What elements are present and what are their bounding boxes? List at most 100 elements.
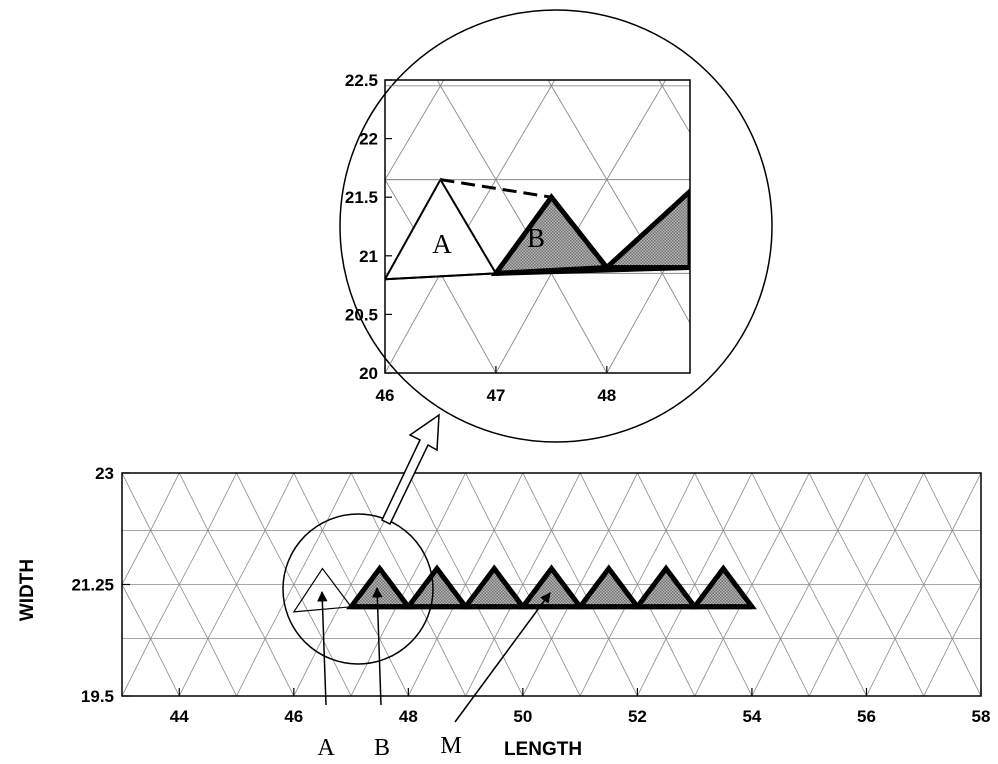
mesh-diagonal [722,530,753,585]
mesh-diagonal [837,584,867,639]
x-tick-label: 52 [628,707,647,726]
mesh-diagonal [637,584,667,639]
mesh-diagonal [866,530,896,585]
x-tick-label: 50 [513,707,532,726]
inset-crack-base [495,265,690,276]
mesh-diagonal [293,638,323,696]
mesh-diagonal [274,86,329,180]
mesh-diagonal [65,473,94,530]
x-tick-label: 48 [597,386,616,405]
main-x-ticks: 44 46 48 50 52 54 56 58 [170,688,990,726]
mesh-diagonal [379,638,409,696]
mesh-diagonal [923,584,953,639]
mesh-diagonal [150,473,180,531]
mesh-diagonal [718,0,773,86]
mesh-diagonal [722,584,753,639]
mesh-diagonal [980,584,981,586]
x-tick-label: 56 [857,707,876,726]
mesh-diagonal [952,638,981,696]
mesh-diagonal [884,180,939,274]
mesh-diagonal [751,584,781,639]
mesh-diagonal [980,695,981,696]
mesh-diagonal [163,86,218,180]
mesh-diagonal [866,584,896,639]
mesh-diagonal [923,638,953,696]
mesh-diagonal [773,86,828,180]
mesh-diagonal [551,473,581,531]
mesh-diagonal [980,473,981,474]
mesh-diagonal [150,530,180,585]
mesh-diagonal [178,530,209,585]
main-y-ticks: 19.5 21.25 23 [71,464,130,706]
y-tick-label: 20 [359,364,378,383]
x-tick-label: 44 [170,707,189,726]
mesh-diagonal [550,85,608,180]
mesh-diagonal [894,638,925,696]
mesh-diagonal [350,638,381,696]
mesh-diagonal [694,638,724,696]
mesh-diagonal [436,473,466,531]
mesh-diagonal [293,530,323,585]
mesh-diagonal [808,584,839,639]
mesh-diagonal [551,530,581,585]
mesh-diagonal [866,638,896,696]
mesh-diagonal [274,373,329,467]
mesh-diagonal [780,473,810,531]
mesh-diagonal [493,530,524,585]
mesh-diagonal [884,86,939,180]
mesh-diagonal [236,530,266,585]
y-tick-label: 22.5 [345,71,378,90]
mesh-diagonal [751,638,781,696]
mesh-diagonal [440,273,497,373]
mesh-diagonal [884,373,939,467]
crack-triangle [517,564,586,610]
x-axis-label: LENGTH [504,739,582,760]
mesh-diagonal [722,638,753,696]
mesh-diagonal [407,584,438,639]
mesh-diagonal [579,584,610,639]
crack-triangle [460,564,528,610]
mesh-diagonal [606,85,663,180]
mesh-diagonal [465,473,495,531]
mesh-diagonal [219,86,274,180]
mesh-diagonal [493,638,524,696]
mesh-diagonal [579,473,610,531]
y-tick-label: 23 [95,464,114,483]
mesh-diagonal [274,273,329,373]
mesh-diagonal [219,0,274,86]
x-tick-label: 48 [399,707,418,726]
mesh-diagonal [694,584,724,639]
mesh-diagonal [718,373,773,467]
mesh-diagonal [940,180,995,274]
dashed-edge [440,178,552,199]
mesh-diagonal [608,584,638,639]
mesh-diagonal [236,473,266,531]
arrow-b [372,586,383,706]
mesh-diagonal [637,473,667,531]
crack-triangle [689,564,757,610]
mesh-diagonal [665,584,696,639]
crack-triangle [632,564,700,610]
mesh-diagonal [829,0,884,86]
inset-plot: 46 47 48 20 20.5 21 21.5 22 22.5 A B [163,0,995,467]
mesh-diagonal [122,584,151,639]
mesh-diagonal [837,638,867,696]
mesh-diagonal [495,85,552,180]
y-axis-label: WIDTH [17,559,38,621]
mesh-diagonal [665,530,696,585]
mesh-diagonal [264,638,295,696]
arrow-m [454,592,551,723]
mesh-diagonal [219,373,274,467]
mesh-diagonal [264,584,295,639]
mesh-diagonal [773,373,828,467]
mesh-diagonal [274,180,329,274]
mesh-diagonal [550,273,608,373]
mesh-diagonal [837,530,867,585]
x-tick-label: 54 [742,707,761,726]
mesh-diagonal [350,530,381,585]
mesh-diagonal [264,473,295,531]
mesh-diagonal [163,273,218,373]
mesh-diagonal [579,530,610,585]
mesh-diagonal [293,473,323,531]
mesh-diagonal [608,473,638,531]
